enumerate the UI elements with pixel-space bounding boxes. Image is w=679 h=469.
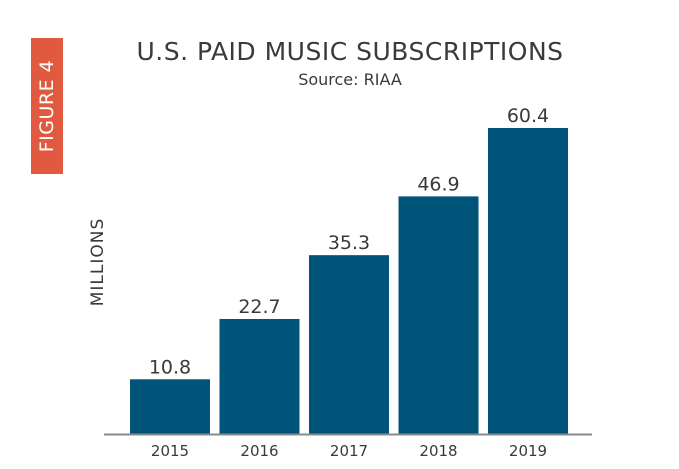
data-label-2016: 22.7 [238, 296, 280, 318]
figure-badge: FIGURE 4 [31, 38, 63, 174]
chart-subtitle: Source: RIAA [298, 70, 402, 89]
x-tick-label-2018: 2018 [419, 442, 457, 460]
bar-2018 [398, 196, 479, 434]
bar-2015 [130, 379, 210, 434]
x-tick-label-2015: 2015 [151, 442, 189, 460]
bar-2019 [488, 128, 568, 434]
bar-2016 [219, 318, 300, 434]
x-tick-label-2016: 2016 [240, 442, 278, 460]
data-label-2017: 35.3 [328, 232, 370, 254]
x-tick-label-2019: 2019 [509, 442, 547, 460]
x-tick-label-2017: 2017 [330, 442, 368, 460]
data-label-2015: 10.8 [149, 356, 191, 378]
data-label-2019: 60.4 [507, 105, 549, 127]
chart-title: U.S. PAID MUSIC SUBSCRIPTIONS [136, 37, 564, 66]
bar-2017 [309, 255, 389, 434]
data-label-2018: 46.9 [417, 173, 459, 195]
